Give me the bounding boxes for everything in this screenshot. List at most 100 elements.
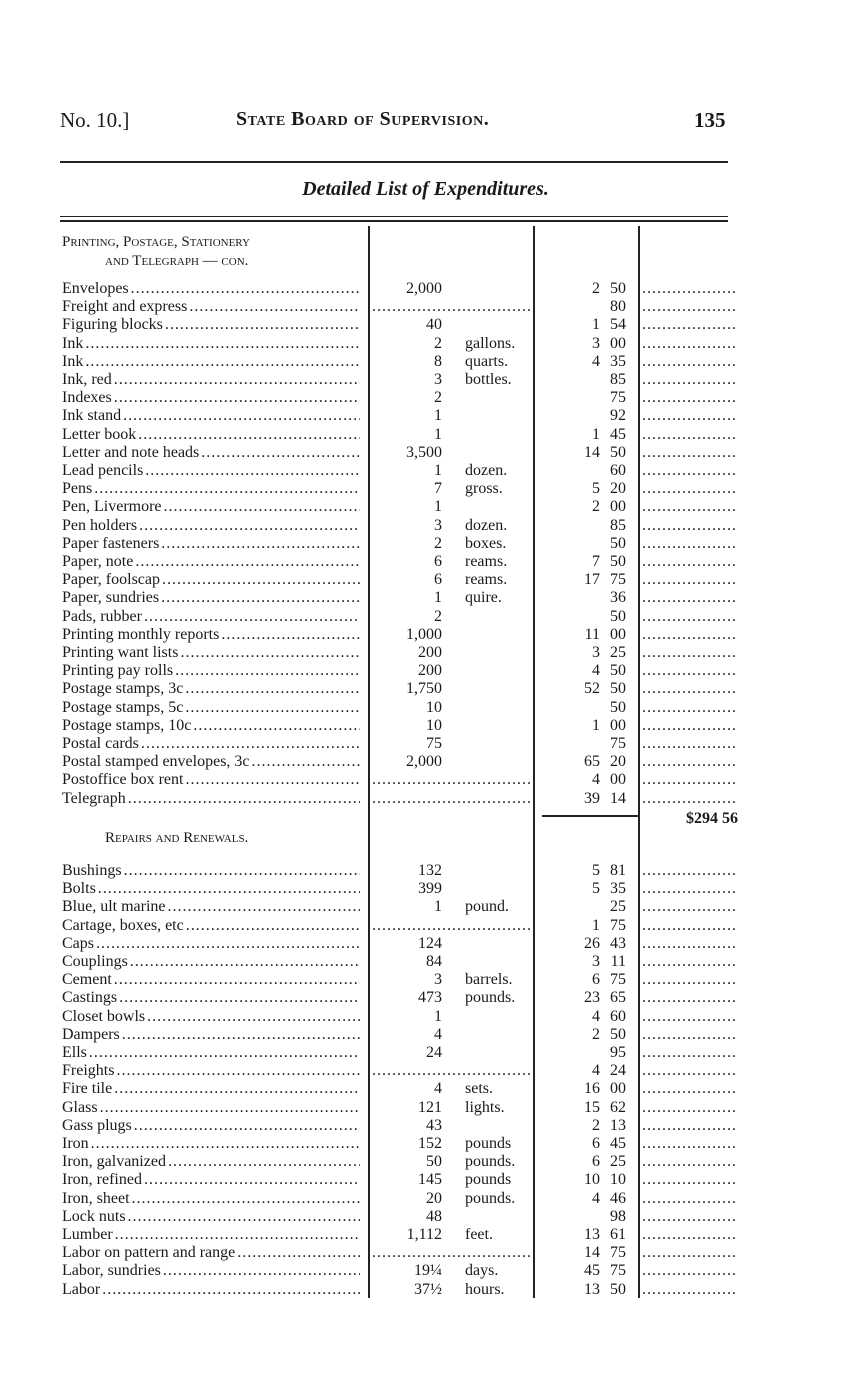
item-name: Ink, red bbox=[62, 371, 112, 388]
item-name-cell: Bushings................................… bbox=[62, 862, 360, 880]
total-dot-leader: ........................................… bbox=[642, 407, 736, 425]
item-name: Freight and express bbox=[62, 298, 188, 316]
total-dot-leader: ........................................… bbox=[642, 1280, 736, 1298]
column-divider bbox=[368, 226, 370, 1298]
item-name: Postage stamps, 5c bbox=[62, 698, 184, 716]
amount-dollars: 6 bbox=[592, 1135, 600, 1152]
amount-cents: 61 bbox=[610, 1226, 626, 1243]
item-name: Glass bbox=[62, 1098, 98, 1116]
item-name-cell: Freight and express.....................… bbox=[62, 298, 360, 316]
item-name-cell: Closet bowls............................… bbox=[62, 1008, 360, 1026]
total-dot-leader: ........................................… bbox=[642, 698, 736, 716]
column-divider bbox=[638, 226, 640, 1298]
amount-cents: 60 bbox=[610, 462, 626, 479]
item-name: Pen holders bbox=[62, 516, 138, 534]
item-name: Iron, galvanized bbox=[62, 1153, 166, 1171]
amount-dollars: 4 bbox=[592, 771, 600, 789]
quantity: 8 bbox=[434, 352, 442, 370]
item-name: Lumber bbox=[62, 1226, 113, 1243]
quantity: 1 bbox=[434, 1007, 442, 1025]
item-name-cell: Ink.....................................… bbox=[62, 353, 360, 371]
unit bbox=[465, 626, 531, 644]
total-dot-leader: ........................................… bbox=[642, 389, 736, 407]
amount-cents: 75 bbox=[610, 389, 626, 407]
dot-leader: ........................................… bbox=[143, 1171, 360, 1189]
item-name-cell: Lumber..................................… bbox=[62, 1226, 360, 1244]
page-title: Detailed List of Expenditures. bbox=[302, 178, 549, 200]
dot-leader: ........................................… bbox=[127, 1207, 360, 1225]
item-name-cell: Postage stamps, 5c......................… bbox=[62, 699, 360, 717]
unit: pounds bbox=[465, 1171, 512, 1189]
item-name-cell: Caps....................................… bbox=[62, 935, 360, 953]
dot-leader: ........................................… bbox=[113, 389, 360, 407]
item-name: Ink stand bbox=[62, 407, 122, 425]
total-dot-leader: ........................................… bbox=[642, 1207, 736, 1225]
total-dot-leader: ........................................… bbox=[642, 1135, 736, 1152]
item-name: Dampers bbox=[62, 1025, 120, 1043]
total-dot-leader: ........................................… bbox=[642, 553, 736, 570]
unit: boxes. bbox=[465, 534, 507, 552]
amount-cents: 95 bbox=[610, 1044, 626, 1061]
amount-cents: 98 bbox=[610, 1207, 626, 1225]
dot-leader: ........................................… bbox=[130, 280, 360, 297]
dot-leader: ........................................… bbox=[167, 1153, 360, 1171]
dot-leader: ........................................… bbox=[185, 698, 360, 716]
dot-leader: ........................................… bbox=[123, 862, 360, 879]
amount-dollars: 3 bbox=[592, 334, 600, 352]
amount-dollars: 6 bbox=[592, 1153, 600, 1171]
section-heading: Repairs and Renewals. bbox=[105, 830, 249, 846]
total-dot-leader: ........................................… bbox=[642, 898, 736, 916]
unit bbox=[465, 444, 531, 462]
item-name: Cement bbox=[62, 971, 112, 989]
quantity: 20 bbox=[426, 1189, 442, 1207]
item-name-cell: Dampers.................................… bbox=[62, 1026, 360, 1044]
amount-cents: 35 bbox=[610, 352, 626, 370]
item-name-cell: Printing monthly reports................… bbox=[62, 626, 360, 644]
amount-cents: 50 bbox=[610, 662, 626, 680]
total-dot-leader: ........................................… bbox=[642, 443, 736, 461]
item-name-cell: Ink stand...............................… bbox=[62, 407, 360, 425]
quantity-dot-leader: ........................................… bbox=[372, 789, 530, 807]
quantity: 145 bbox=[418, 1171, 442, 1189]
item-name: Paper, foolscap bbox=[62, 571, 160, 589]
amount-dollars: 4 bbox=[592, 1062, 600, 1080]
table-row: Bolts...................................… bbox=[0, 880, 851, 898]
item-name: Cartage, boxes, etc bbox=[62, 916, 184, 934]
item-name-cell: Postoffice box rent.....................… bbox=[62, 771, 360, 789]
subtotal-rule bbox=[542, 815, 638, 817]
dot-leader: ........................................… bbox=[133, 1116, 360, 1134]
table-row: Pen holders.............................… bbox=[0, 517, 851, 535]
dot-leader: ........................................… bbox=[85, 352, 360, 370]
dot-leader: ........................................… bbox=[163, 498, 360, 516]
amount-cents: 54 bbox=[610, 316, 626, 334]
amount-dollars: 14 bbox=[584, 1244, 600, 1262]
dot-leader: ........................................… bbox=[185, 771, 360, 789]
amount-dollars bbox=[560, 1208, 600, 1226]
quantity: 37½ bbox=[414, 1280, 442, 1298]
amount-dollars: 5 bbox=[592, 862, 600, 879]
amount-cents: 00 bbox=[610, 625, 626, 643]
total-dot-leader: ........................................… bbox=[642, 1244, 736, 1262]
item-name-cell: Telegraph...............................… bbox=[62, 790, 360, 808]
item-name-cell: Ink, red................................… bbox=[62, 371, 360, 389]
amount-cents: 75 bbox=[610, 1244, 626, 1262]
unit: gallons. bbox=[465, 334, 516, 352]
table-row: Printing want lists.....................… bbox=[0, 644, 851, 662]
item-name: Envelopes bbox=[62, 280, 129, 297]
item-name-cell: Indexes.................................… bbox=[62, 389, 360, 407]
amount-cents: 43 bbox=[610, 934, 626, 952]
amount-cents: 45 bbox=[610, 425, 626, 443]
table-row: Bushings................................… bbox=[0, 862, 851, 880]
dot-leader: ........................................… bbox=[162, 571, 360, 589]
item-name: Letter book bbox=[62, 425, 137, 443]
unit: hours. bbox=[465, 1280, 505, 1298]
amount-cents: 50 bbox=[610, 607, 626, 625]
table-row: Cartage, boxes, etc.....................… bbox=[0, 917, 851, 935]
quantity: 200 bbox=[418, 644, 442, 661]
unit bbox=[465, 735, 531, 753]
running-title: State Board of Supervision. bbox=[236, 108, 490, 130]
table-row: Ink.....................................… bbox=[0, 353, 851, 371]
table-row: Letter book.............................… bbox=[0, 426, 851, 444]
total-dot-leader: ........................................… bbox=[642, 280, 736, 297]
item-name: Blue, ult marine bbox=[62, 898, 166, 916]
